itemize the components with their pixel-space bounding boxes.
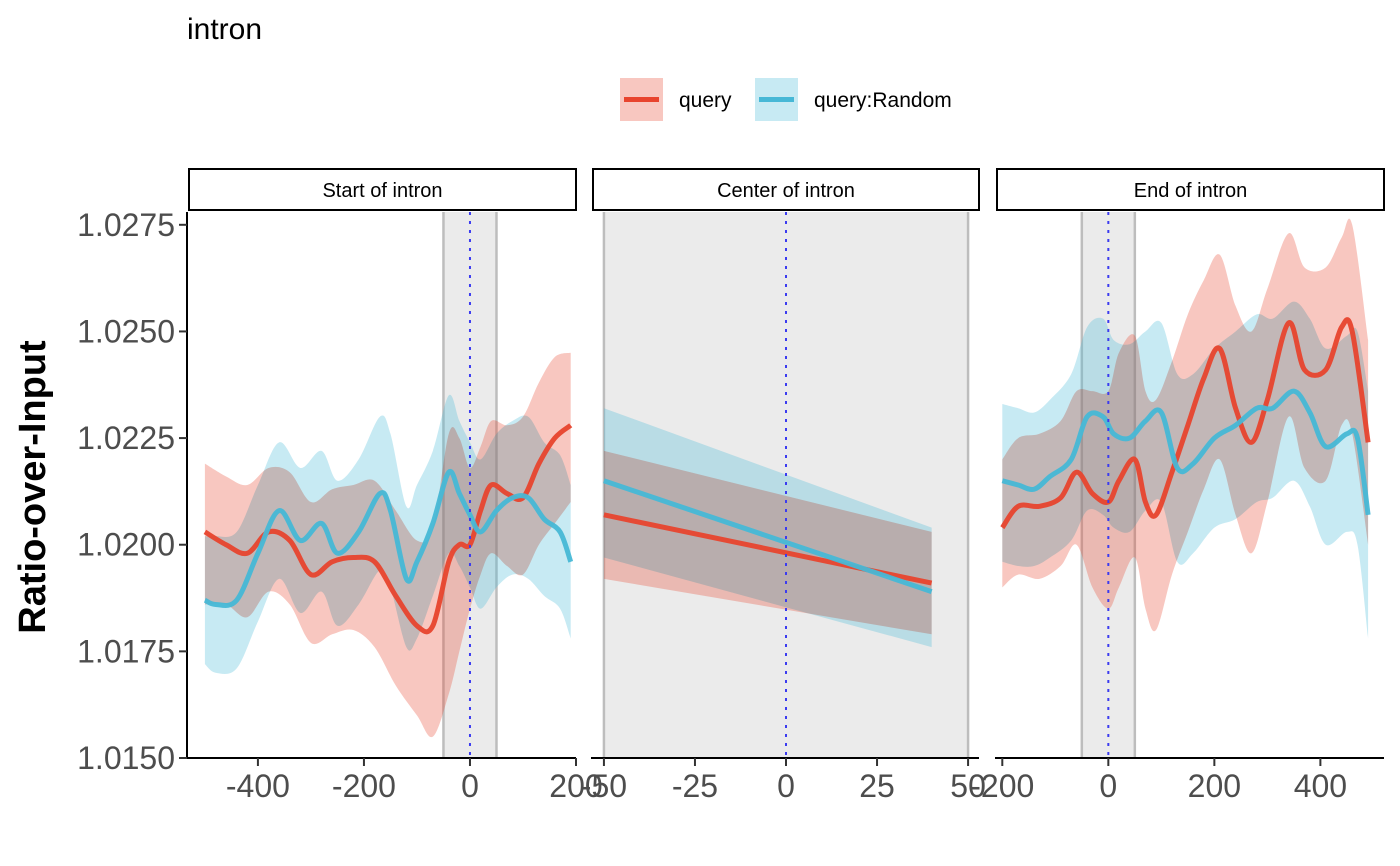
series-line-query-random (603, 478, 933, 595)
ci-ribbon-query-random (204, 394, 571, 675)
strip-box (996, 168, 1385, 211)
panel-data (203, 352, 574, 738)
legend: query query:Random (620, 78, 952, 121)
panel-data (603, 408, 933, 648)
legend-item-query: query (620, 78, 732, 121)
x-axis: -50 -25 0 25 50 (581, 757, 986, 804)
x-tick-label: -25 (672, 768, 718, 804)
y-tick-label: 1.0200 (77, 527, 175, 563)
y-axis-label: Ratio-over-Input (12, 340, 54, 634)
x-tick-label: -200 (332, 768, 396, 804)
strip-label: End of intron (1134, 180, 1247, 202)
y-tick-label: 1.0275 (77, 207, 175, 243)
x-tick-label: 400 (1294, 768, 1347, 804)
x-tick-label: 25 (859, 768, 895, 804)
y-tick-label: 1.0225 (77, 420, 175, 456)
panel-strip: End of intron (996, 168, 1385, 211)
panel-data (1000, 218, 1371, 639)
x-tick-label: -400 (226, 768, 290, 804)
strip-label: Center of intron (717, 180, 855, 202)
panel-start: Start of intron -400 -200 0 200 (187, 168, 603, 804)
panel-strip: Center of intron (592, 168, 980, 211)
x-tick-label: -200 (970, 768, 1034, 804)
y-tick-label: 1.0150 (77, 740, 175, 776)
series-line-query (1000, 317, 1371, 530)
series-line-query-random (1001, 388, 1371, 516)
strip-label: Start of intron (322, 180, 442, 202)
y-tick-label: 1.0175 (77, 633, 175, 669)
y-axis: 1.0150 1.0175 1.0200 1.0225 1.0250 1.0275 (77, 207, 188, 776)
panels: 1.0150 1.0175 1.0200 1.0225 1.0250 1.0275 Star… (77, 168, 1385, 804)
series-line-query-random (203, 468, 574, 608)
panel-strip: Start of intron (188, 168, 577, 211)
y-tick-label: 1.0250 (77, 313, 175, 349)
x-tick-label: 0 (777, 768, 795, 804)
x-tick-label: 200 (1188, 768, 1241, 804)
x-tick-label: 0 (461, 768, 479, 804)
x-tick-label: 200 (549, 768, 602, 804)
ci-ribbon-query-random (603, 408, 932, 648)
legend-label: query:Random (814, 89, 952, 112)
strip-box (188, 168, 577, 211)
panel-end: End of intron -200 0 200 400 (970, 168, 1385, 804)
strip-box (592, 168, 980, 211)
chart-title: intron (187, 13, 262, 46)
x-tick-label: 0 (1099, 768, 1117, 804)
x-axis: -200 0 200 400 (970, 757, 1384, 804)
legend-label: query (679, 89, 732, 112)
x-tick-label: -50 (581, 768, 627, 804)
x-axis: -400 -200 0 200 (187, 757, 603, 804)
x-tick-label: 50 (950, 768, 986, 804)
panel-center: Center of intron -50 -25 0 25 50 (581, 168, 986, 804)
legend-item-query-random: query:Random (755, 78, 952, 121)
